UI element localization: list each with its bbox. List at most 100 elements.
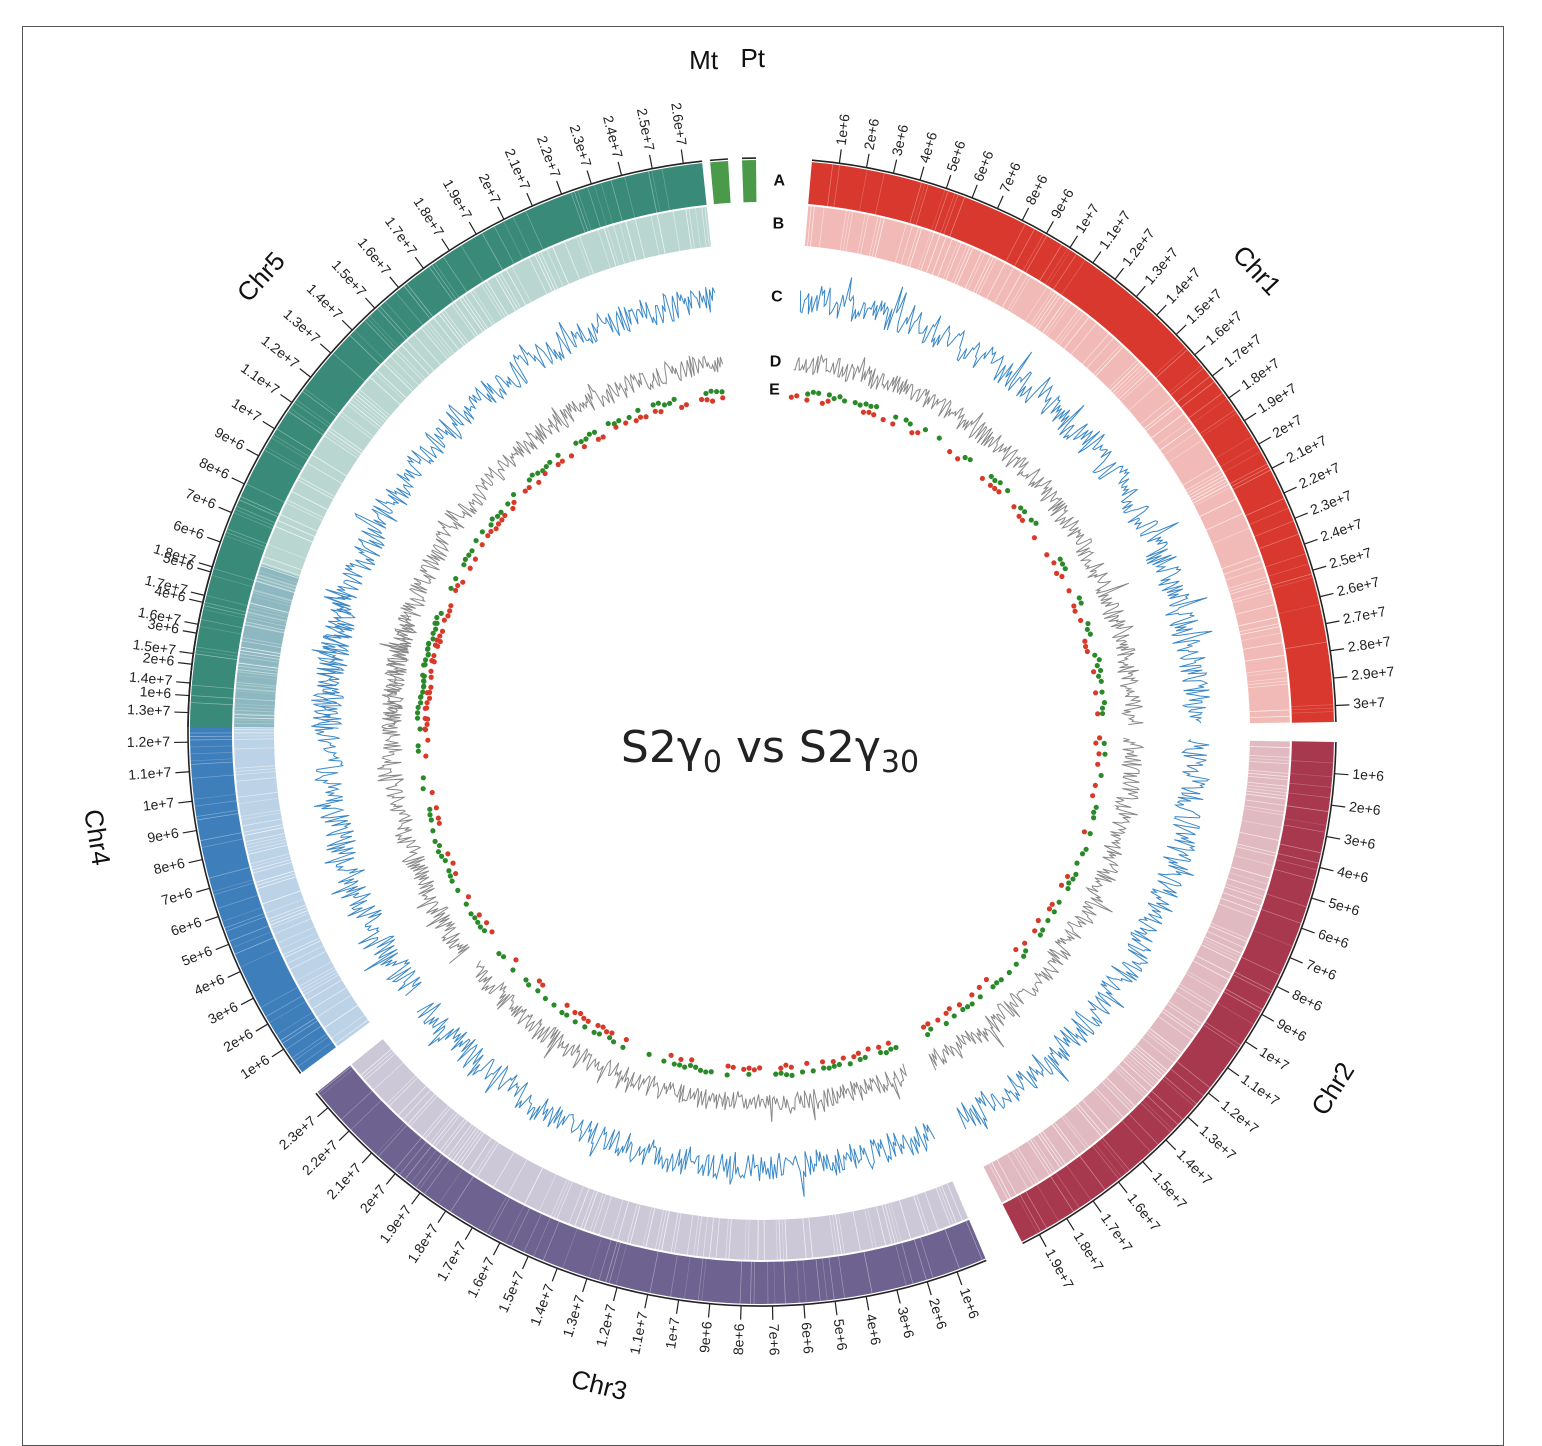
chr1-tick [1244, 413, 1256, 421]
chr1-tick-label: 2e+6 [861, 117, 883, 151]
chr5-tick [442, 239, 450, 251]
track-letter-d: D [770, 353, 782, 370]
chr4-tick [199, 563, 212, 567]
chr3-tick [523, 1256, 529, 1269]
chr1-tick [1313, 566, 1326, 570]
chr2-track-e [921, 735, 1108, 1037]
chr5-tick [469, 222, 476, 234]
chr5-tick [263, 421, 275, 428]
chr5-tick-label: 1.2e+7 [258, 332, 302, 371]
chr3-tick [583, 1279, 587, 1292]
chr2-tick-label: 6e+6 [1316, 926, 1351, 952]
chr5-tick [246, 449, 258, 456]
chr5-tick-label: 1.6e+7 [355, 234, 395, 278]
chr3-tick-label: 1.2e+7 [593, 1302, 619, 1348]
track-letter-c: C [771, 288, 783, 305]
chr2-tick [1301, 928, 1314, 933]
chr4-tick [175, 772, 189, 773]
chr4-tick [180, 652, 194, 654]
chr2-tick [1245, 1042, 1257, 1050]
chr1-label: Chr1 [1227, 239, 1287, 301]
chr2-tick [1326, 837, 1340, 840]
chr3-tick-label: 1.5e+7 [495, 1269, 527, 1315]
chr2-tick-label: 1e+6 [1352, 766, 1385, 784]
chr1-tick-label: 2.2e+7 [1296, 459, 1342, 492]
chr5-tick [390, 277, 399, 288]
chr3-tick-label: 7e+6 [766, 1324, 783, 1356]
mt-axis [710, 159, 728, 160]
chr3-tick-label: 2e+7 [356, 1181, 389, 1216]
chr3-tick-label: 3e+6 [895, 1305, 918, 1340]
chr3-tick [645, 1294, 648, 1308]
chr2-tick [1188, 1117, 1198, 1126]
chr1-tick-label: 1.9e+7 [1254, 380, 1299, 417]
chr1-tick-label: 3e+7 [1353, 694, 1385, 711]
pt-track-a [742, 160, 756, 202]
chr3-tick-label: 4e+6 [863, 1312, 884, 1346]
chr4-tick-label: 1e+7 [142, 794, 175, 814]
chr3-tick [835, 1301, 837, 1315]
chr5-tick-label: 2.3e+7 [567, 123, 595, 169]
chr3-tick [804, 1304, 805, 1318]
chr5-tick [342, 320, 352, 330]
chr3-tick-label: 1.9e+7 [376, 1202, 415, 1246]
chr1-tick [1284, 487, 1297, 493]
chr2-tick [1228, 1068, 1239, 1076]
chr2-tick-label: 1.3e+7 [1197, 1122, 1240, 1163]
chr3-tick-label: 9e+6 [696, 1320, 715, 1353]
chr4-tick-label: 5e+6 [179, 942, 214, 969]
chr5-tick-label: 2.5e+7 [634, 107, 658, 153]
chr4-tick-label: 2e+6 [220, 1025, 255, 1055]
chr1-tick [1093, 251, 1101, 262]
chr4-tick [189, 860, 203, 863]
chr5-tick [618, 162, 621, 176]
chr4-tick [183, 831, 197, 833]
chr3-tick-label: 1e+6 [957, 1286, 983, 1321]
chr1-track-e [789, 390, 1107, 717]
chr1-tick [1295, 513, 1308, 518]
chr3-tick [741, 1306, 742, 1320]
chr4-tick [184, 622, 198, 625]
chr2-tick-label: 1.2e+7 [1218, 1097, 1262, 1137]
chr1-tick [972, 185, 977, 198]
chr2-tick-label: 1e+7 [1257, 1043, 1292, 1074]
chr2-tick [1039, 1235, 1046, 1247]
chr2-tick-label: 1.8e+7 [1071, 1229, 1108, 1274]
chr3-tick [438, 1211, 446, 1223]
chr5-tick [650, 155, 653, 169]
chr2-tick [1166, 1140, 1176, 1150]
chr5-tick-label: 2e+7 [476, 171, 505, 207]
chr5-tick-label: 1.8e+7 [410, 194, 447, 239]
chr1-tick [1272, 462, 1284, 468]
chr5-tick-label: 1e+6 [139, 683, 172, 701]
chr5-tick [527, 193, 533, 206]
chr1-tick [839, 149, 841, 163]
chr1-tick [946, 175, 950, 188]
chr5-tick [681, 150, 683, 164]
chr5-tick [281, 394, 292, 402]
chr1-tick [1176, 325, 1186, 335]
chr3-tick-label: 1.7e+7 [433, 1238, 469, 1284]
chr5-tick [587, 171, 591, 184]
chr1-tick [920, 167, 924, 180]
chr4-tick-label: 6e+6 [169, 914, 204, 939]
chr2-tick [1067, 1218, 1074, 1230]
chr5-tick-label: 6e+6 [171, 517, 206, 543]
chr5-tick-label: 2e+6 [142, 649, 175, 669]
chr5-tick [557, 181, 562, 194]
chr1-tick-label: 2.9e+7 [1351, 663, 1396, 683]
pt-label: Pt [740, 43, 765, 73]
chr5-tick-label: 7e+6 [183, 485, 218, 512]
chr5-tick [498, 207, 504, 220]
chr3-tick-label: 5e+6 [831, 1318, 851, 1352]
chr5-label: Chr5 [231, 246, 291, 308]
chr4-tick-label: 1.2e+7 [127, 733, 171, 750]
chr5-tick-label: 1.7e+7 [382, 213, 421, 258]
chr3-tick [494, 1243, 500, 1255]
chr4-tick-label: 8e+6 [152, 854, 187, 877]
chr1-tick [893, 160, 896, 174]
chr2-tick-label: 7e+6 [1304, 956, 1339, 983]
chr1-tick [1195, 346, 1206, 355]
chr3-tick-label: 1.8e+7 [404, 1221, 441, 1266]
chr5-tick-label: 1.4e+7 [304, 281, 346, 323]
